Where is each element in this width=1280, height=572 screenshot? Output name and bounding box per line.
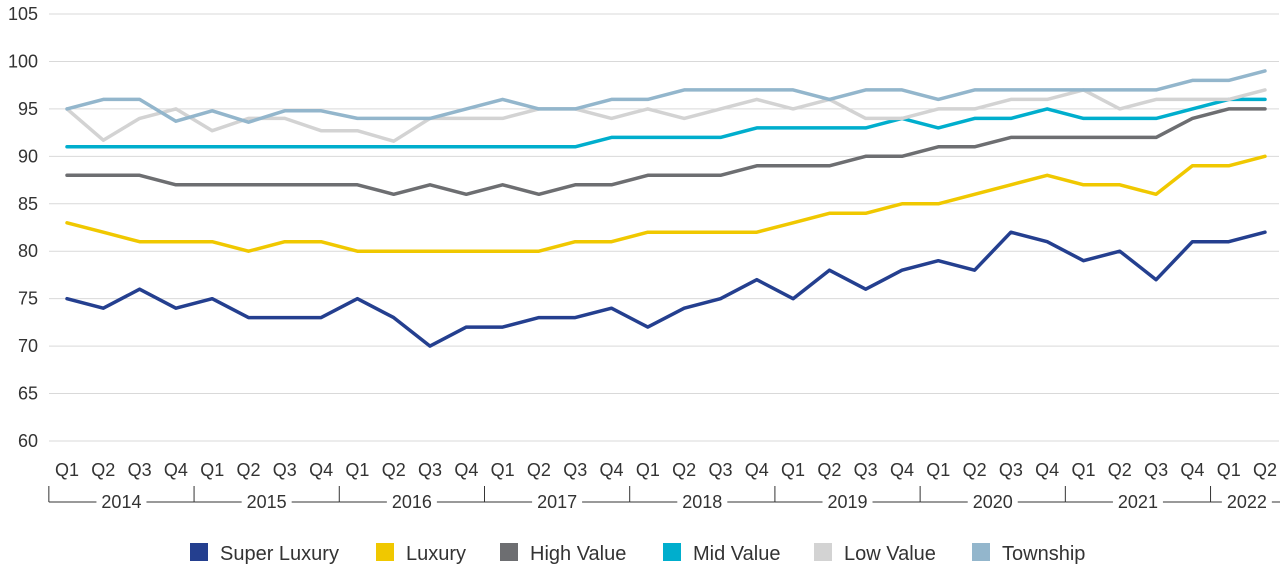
x-tick-label: Q1 [1217,460,1241,480]
year-label-2016: 2016 [392,492,432,512]
legend-label: Luxury [406,543,466,565]
y-tick-label: 70 [18,336,38,356]
x-tick-label: Q2 [91,460,115,480]
x-tick-label: Q3 [1144,460,1168,480]
y-tick-label: 95 [18,99,38,119]
legend-swatch [814,543,832,561]
legend-swatch [190,543,208,561]
x-tick-label: Q4 [745,460,769,480]
y-tick-label: 80 [18,241,38,261]
x-tick-label: Q2 [963,460,987,480]
x-tick-label: Q3 [128,460,152,480]
legend-swatch [663,543,681,561]
x-tick-label: Q1 [926,460,950,480]
series-lines [65,69,1267,348]
x-tick-label: Q4 [890,460,914,480]
legend: Super Luxury Luxury High Value Mid Value Low… [190,543,1085,565]
year-label-2017: 2017 [537,492,577,512]
y-tick-label: 90 [18,146,38,166]
x-tick-label: Q2 [237,460,261,480]
x-tick-label: Q2 [1253,460,1277,480]
x-tick-label: Q2 [817,460,841,480]
y-tick-label: 75 [18,289,38,309]
x-tick-label: Q3 [563,460,587,480]
year-label-2014: 2014 [101,492,141,512]
legend-label: Low Value [844,543,936,565]
x-tick-label: Q1 [1071,460,1095,480]
y-tick-label: 100 [8,51,38,71]
x-tick-label: Q4 [454,460,478,480]
x-tick-label: Q1 [781,460,805,480]
legend-label: Mid Value [693,543,780,565]
series-township [65,69,1267,124]
legend-swatch [972,543,990,561]
year-label-2020: 2020 [973,492,1013,512]
x-tick-label: Q4 [1035,460,1059,480]
x-tick-label: Q1 [345,460,369,480]
x-tick-label: Q3 [854,460,878,480]
legend-swatch [500,543,518,561]
series-low-value [65,88,1267,143]
series-luxury [65,154,1267,253]
year-label-2018: 2018 [682,492,722,512]
x-tick-label: Q4 [164,460,188,480]
x-tick-label: Q2 [1108,460,1132,480]
legend-label: High Value [530,543,626,565]
x-tick-label: Q1 [491,460,515,480]
x-tick-label: Q2 [527,460,551,480]
x-tick-label: Q3 [418,460,442,480]
year-label-2021: 2021 [1118,492,1158,512]
y-axis: 60 65 70 75 80 85 90 95 100 105 [8,4,38,451]
gridlines [49,13,1279,442]
series-super-luxury [65,230,1267,348]
legend-swatch [376,543,394,561]
series-high-value [65,107,1267,197]
x-tick-label: Q1 [200,460,224,480]
x-tick-label: Q2 [672,460,696,480]
y-tick-label: 65 [18,384,38,404]
legend-label: Township [1002,543,1085,565]
y-tick-label: 60 [18,431,38,451]
x-tick-label: Q4 [600,460,624,480]
x-tick-label: Q3 [708,460,732,480]
x-tick-label: Q2 [382,460,406,480]
year-label-2019: 2019 [827,492,867,512]
x-tick-label: Q4 [1180,460,1204,480]
series-mid-value [65,97,1267,149]
x-axis: Q1 Q2 Q3 Q4 Q1 Q2 Q3 Q4 Q1 Q2 Q3 Q4 Q1 Q2 Q3 Q4 Q1 Q2 Q3 Q4… [48,460,1280,512]
x-tick-label: Q1 [636,460,660,480]
y-tick-label: 85 [18,194,38,214]
y-tick-label: 105 [8,4,38,24]
x-tick-label: Q4 [309,460,333,480]
x-tick-label: Q3 [273,460,297,480]
x-tick-label: Q1 [55,460,79,480]
year-label-2022: 2022 [1227,492,1267,512]
legend-label: Super Luxury [220,543,339,565]
x-tick-label: Q3 [999,460,1023,480]
year-label-2015: 2015 [247,492,287,512]
